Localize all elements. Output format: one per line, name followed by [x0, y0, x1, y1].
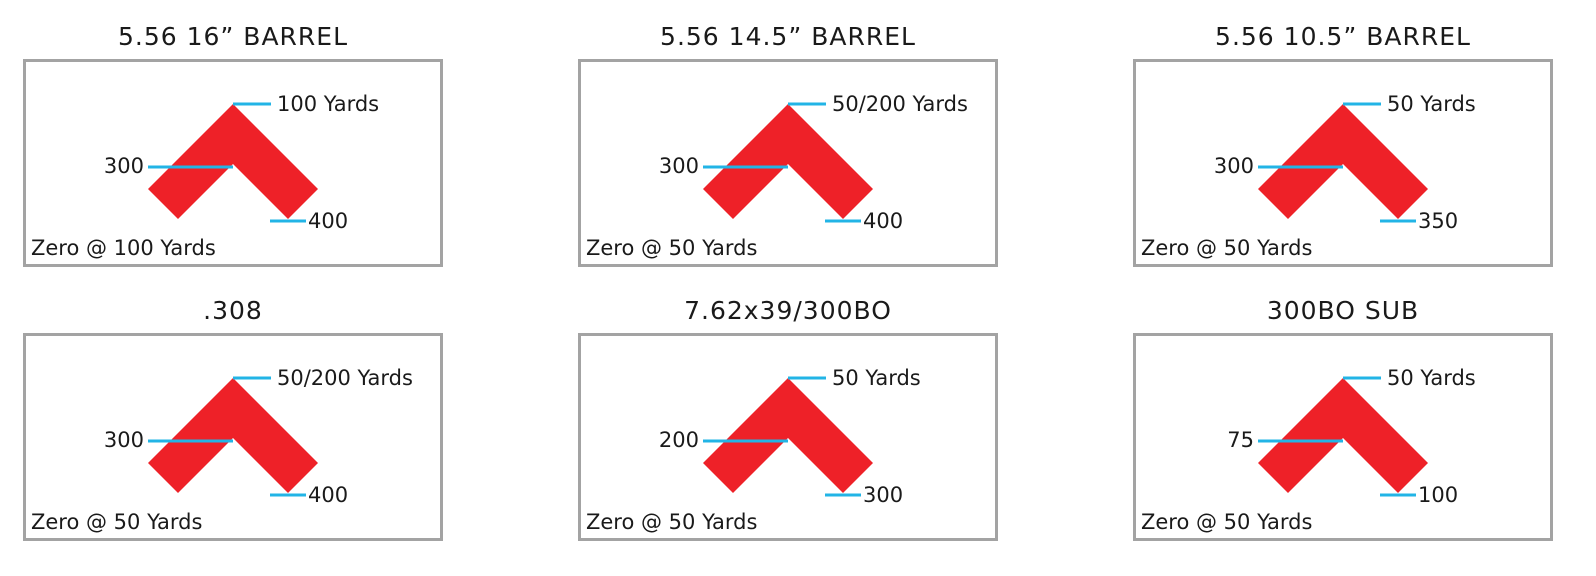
top-label: 100 Yards: [277, 92, 379, 116]
reticle-panel: 7.62x39/300BO 50 Yards 200 300 Zero @ 50 Yar…: [578, 296, 998, 541]
panel-title: 5.56 10.5” BARREL: [1215, 22, 1471, 51]
zero-label: Zero @ 50 Yards: [586, 236, 757, 260]
zero-label: Zero @ 50 Yards: [1141, 510, 1312, 534]
panel-title: 5.56 14.5” BARREL: [660, 22, 916, 51]
mid-label: 300: [104, 154, 144, 178]
bottom-label: 350: [1418, 209, 1458, 233]
top-label: 50/200 Yards: [832, 92, 968, 116]
zero-label: Zero @ 50 Yards: [1141, 236, 1312, 260]
bottom-label: 400: [308, 209, 348, 233]
zero-label: Zero @ 50 Yards: [31, 510, 202, 534]
bottom-label: 100: [1418, 483, 1458, 507]
top-label: 50 Yards: [1387, 366, 1476, 390]
top-label: 50 Yards: [1387, 92, 1476, 116]
bottom-label: 400: [308, 483, 348, 507]
panel-frame: [1133, 59, 1553, 267]
reticle-panel: 300BO SUB 50 Yards 75 100 Zero @ 50 Yards: [1133, 296, 1553, 541]
chevron: [148, 378, 318, 493]
mid-label: 300: [104, 428, 144, 452]
bottom-label: 400: [863, 209, 903, 233]
mid-label: 75: [1227, 428, 1254, 452]
panel-frame: [578, 59, 998, 267]
mid-label: 200: [659, 428, 699, 452]
bottom-label: 300: [863, 483, 903, 507]
reticle-panel: .308 50/200 Yards 300 400 Zero @ 50 Yards: [23, 296, 443, 541]
panel-title: 300BO SUB: [1267, 296, 1419, 325]
panel-title: 7.62x39/300BO: [684, 296, 892, 325]
zero-label: Zero @ 100 Yards: [31, 236, 216, 260]
top-label: 50 Yards: [832, 366, 921, 390]
panel-frame: [23, 333, 443, 541]
mid-label: 300: [1214, 154, 1254, 178]
top-label: 50/200 Yards: [277, 366, 413, 390]
panel-title: .308: [203, 296, 263, 325]
panel-frame: [23, 59, 443, 267]
panel-frame: [1133, 333, 1553, 541]
chevron: [1258, 378, 1428, 493]
reticle-panel: 5.56 10.5” BARREL 50 Yards 300 350 Zero @ 50…: [1133, 22, 1553, 267]
chevron: [148, 104, 318, 219]
chevron: [703, 104, 873, 219]
panel-frame: [578, 333, 998, 541]
chevron: [1258, 104, 1428, 219]
reticle-panel: 5.56 16” BARREL 100 Yards 300 400 Zero @ 100…: [23, 22, 443, 267]
zero-label: Zero @ 50 Yards: [586, 510, 757, 534]
chevron: [703, 378, 873, 493]
mid-label: 300: [659, 154, 699, 178]
panel-title: 5.56 16” BARREL: [118, 22, 348, 51]
reticle-panel: 5.56 14.5” BARREL 50/200 Yards 300 400 Zero …: [578, 22, 998, 267]
